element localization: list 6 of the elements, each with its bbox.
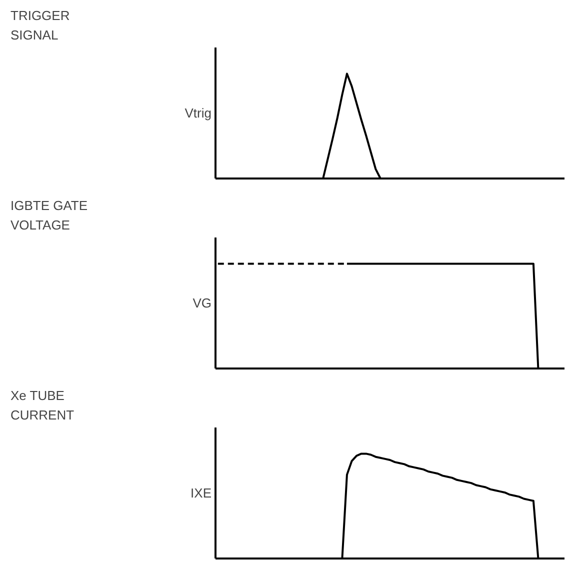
text: IGBTE GATE VOLTAGE: [10, 198, 88, 232]
y-axis-title: VG: [192, 296, 212, 310]
text: Xe TUBE CURRENT: [10, 388, 74, 422]
y-axis-title: Vtrig: [184, 106, 212, 120]
text: TRIGGER SIGNAL: [10, 8, 70, 42]
y-axis-title: IXE: [190, 486, 212, 500]
